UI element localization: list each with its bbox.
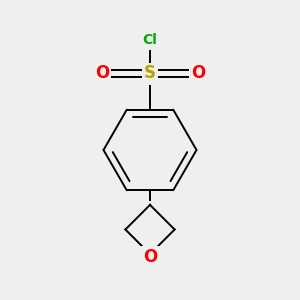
Text: Cl: Cl — [142, 34, 158, 47]
Text: S: S — [144, 64, 156, 82]
Text: O: O — [95, 64, 109, 82]
Text: O: O — [143, 248, 157, 266]
Text: O: O — [191, 64, 205, 82]
